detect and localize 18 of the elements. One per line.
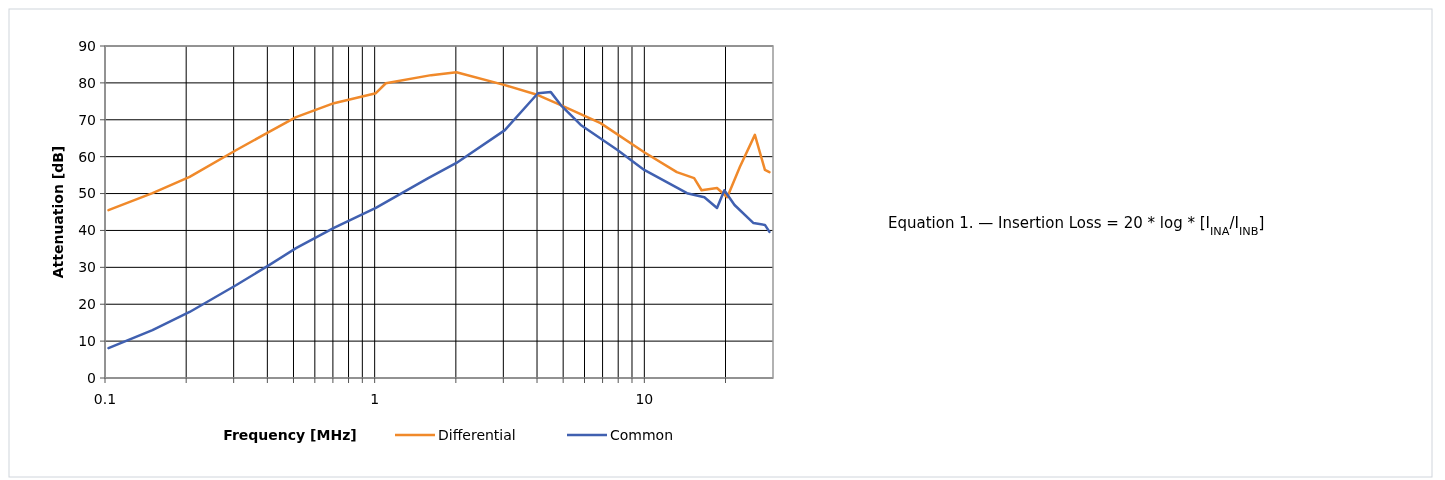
y-axis-title: Attenuation [dB]: [50, 145, 66, 279]
y-tick-label: 90: [78, 37, 96, 54]
text: Equation 1. — Insertion Loss = 20 * log * [I$_{INA}$/I$_{INB}$]: [888, 214, 1265, 238]
x-tick-label: 0.1: [93, 391, 117, 407]
x-tick-label: 1: [370, 391, 380, 407]
y-tick-label: 20: [78, 296, 96, 313]
y-tick-label: 0: [87, 369, 96, 386]
y-tick-label: 10: [78, 333, 96, 350]
legend-label: Common: [610, 427, 674, 443]
y-tick-label: 80: [78, 74, 96, 91]
y-tick-label: 70: [78, 111, 96, 128]
x-axis-title: Frequency [MHz]: [223, 427, 357, 443]
x-tick-label: 10: [635, 391, 654, 407]
y-tick-label: 50: [78, 185, 96, 202]
y-tick-label: 40: [78, 222, 96, 239]
legend-label: Differential: [438, 427, 516, 443]
y-tick-label: 30: [78, 259, 96, 276]
y-tick-label: 60: [78, 148, 96, 165]
